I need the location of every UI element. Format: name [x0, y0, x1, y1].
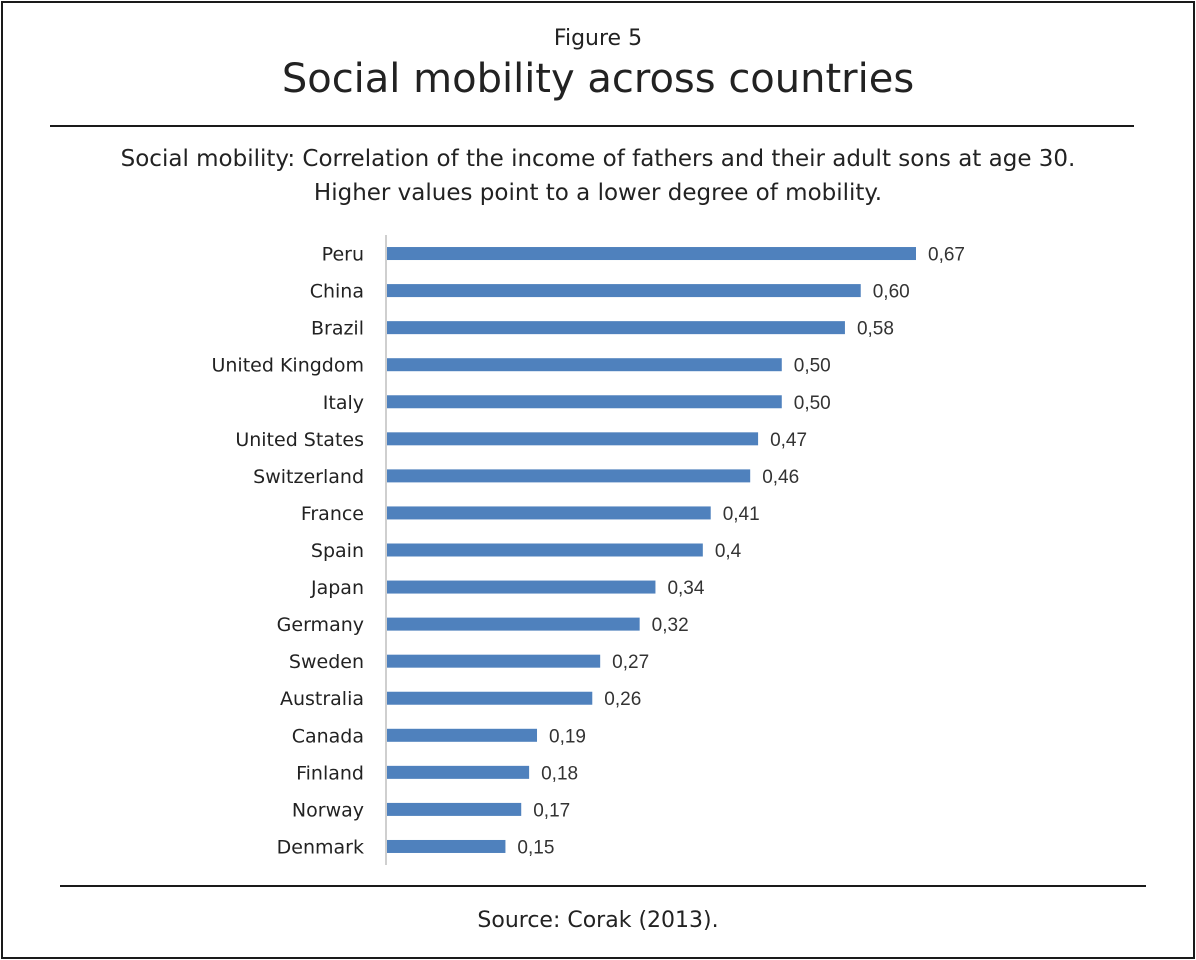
value-label: 0,17	[533, 800, 570, 821]
category-label: Finland	[296, 762, 364, 784]
top-divider	[50, 125, 1134, 127]
category-label: Peru	[322, 244, 364, 266]
category-label: Switzerland	[253, 466, 364, 488]
category-label: Canada	[292, 725, 364, 747]
value-label: 0,46	[762, 467, 799, 488]
source-note: Source: Corak (2013).	[477, 908, 719, 933]
bar	[387, 765, 530, 779]
bar	[387, 284, 861, 298]
bar	[387, 543, 703, 557]
value-label: 0,32	[652, 615, 689, 636]
bar	[387, 358, 782, 372]
value-label: 0,50	[794, 393, 831, 414]
bar	[387, 802, 522, 816]
value-label: 0,15	[517, 837, 554, 858]
value-label: 0,19	[549, 726, 586, 747]
category-label: Norway	[292, 799, 364, 821]
category-label: China	[310, 281, 364, 303]
category-label: United States	[235, 429, 364, 451]
figure-label: Figure 5	[553, 26, 643, 51]
value-label: 0,27	[612, 652, 649, 673]
bar	[387, 432, 759, 446]
bottom-divider	[60, 885, 1146, 887]
value-label: 0,4	[715, 541, 742, 562]
category-label: France	[301, 503, 364, 525]
category-label: United Kingdom	[211, 355, 364, 377]
value-labels: 0,67 0,60 0,58 0,50 0,50 0,47 0,460,41 0,4 0,34 0…	[517, 245, 965, 859]
value-label: 0,41	[723, 504, 760, 525]
bar	[387, 839, 506, 853]
chart-subtitle: Social mobility: Correlation of the inco…	[0, 142, 1196, 210]
category-label: Germany	[277, 614, 364, 636]
category-label: Italy	[323, 392, 364, 414]
bar	[387, 469, 751, 483]
bar	[387, 247, 916, 261]
value-label: 0,34	[667, 578, 704, 599]
bar	[387, 321, 845, 335]
chart-title: Social mobility across countries	[281, 56, 915, 102]
bars	[387, 247, 916, 853]
value-label: 0,18	[541, 763, 578, 784]
category-label: Sweden	[289, 651, 364, 673]
bar	[387, 654, 601, 668]
bar	[387, 617, 640, 631]
bar	[387, 506, 711, 520]
value-label: 0,60	[873, 282, 910, 303]
category-label: Australia	[280, 688, 364, 710]
value-label: 0,50	[794, 356, 831, 377]
category-labels: Peru China Brazil United Kingdom Italy United…	[211, 244, 364, 859]
category-label: Japan	[310, 577, 364, 599]
subtitle-line-2: Higher values point to a lower degree of…	[313, 180, 883, 206]
category-label: Spain	[311, 540, 364, 562]
value-label: 0,67	[928, 245, 965, 266]
bar	[387, 691, 593, 705]
category-label: Brazil	[311, 318, 364, 340]
bar	[387, 728, 538, 742]
category-label: Denmark	[277, 836, 364, 858]
bar	[387, 580, 656, 594]
bar	[387, 395, 782, 409]
value-label: 0,47	[770, 430, 807, 451]
value-label: 0,58	[857, 319, 894, 340]
value-label: 0,26	[604, 689, 641, 710]
subtitle-line-1: Social mobility: Correlation of the inco…	[120, 146, 1076, 172]
